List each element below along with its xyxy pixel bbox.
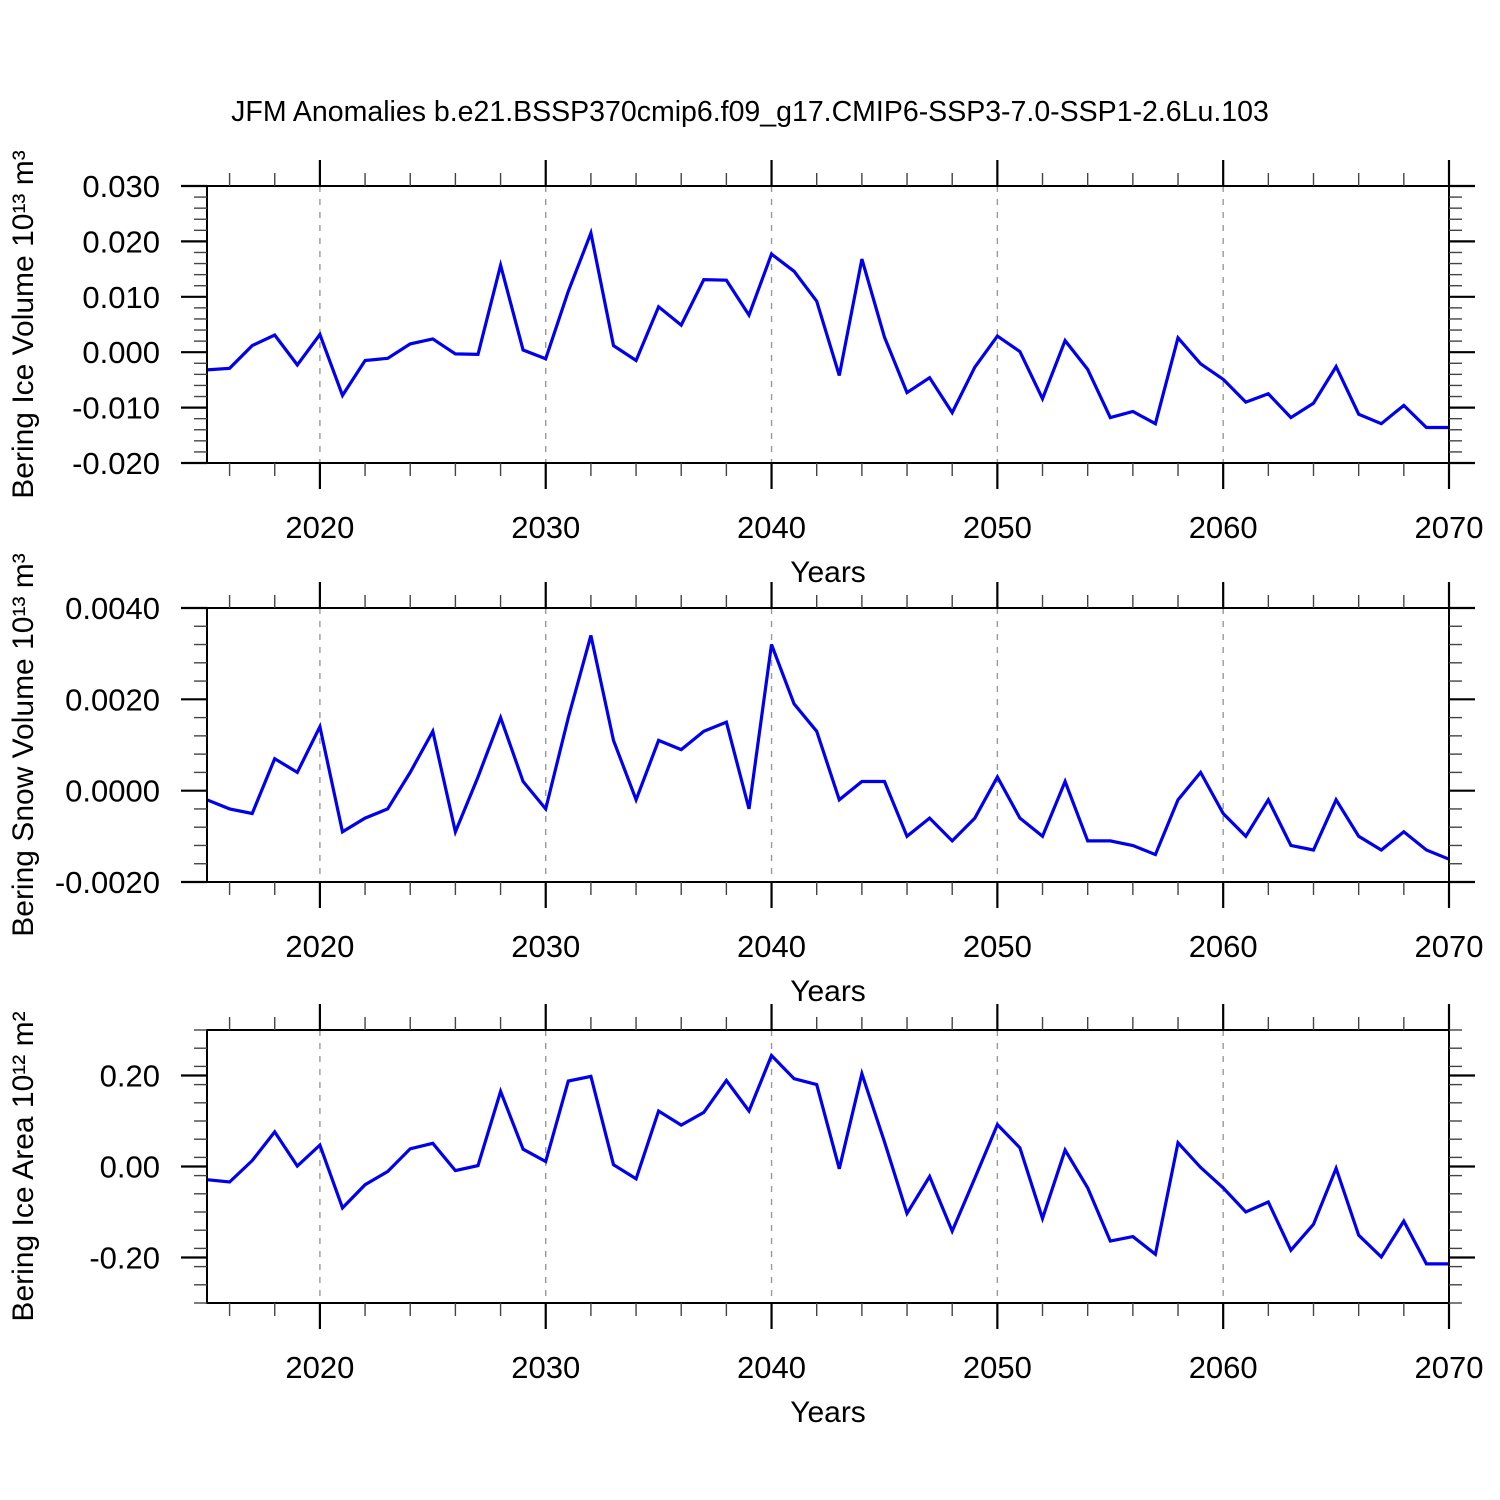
y-axis-title: Bering Snow Volume 10¹³ m³ <box>7 553 40 937</box>
y-tick-label: 0.030 <box>82 169 160 204</box>
x-tick-label: 2050 <box>963 510 1032 545</box>
x-tick-label: 2020 <box>285 929 354 964</box>
chart-title: JFM Anomalies b.e21.BSSP370cmip6.f09_g17… <box>231 96 1269 128</box>
y-tick-label: 0.020 <box>82 224 160 259</box>
x-tick-label: 2060 <box>1189 929 1258 964</box>
x-tick-label: 2060 <box>1189 1350 1258 1385</box>
x-tick-label: 2050 <box>963 929 1032 964</box>
x-tick-label: 2030 <box>511 510 580 545</box>
y-tick-label: -0.020 <box>72 446 160 481</box>
panel-bering-ice-volume: 2020 2030 2040 2050 2060 2070 0.030 0.020 0.010 0… <box>7 150 1483 589</box>
y-axis-title: Bering Ice Area 10¹² m² <box>7 1011 40 1321</box>
x-tick-label: 2040 <box>737 929 806 964</box>
y-tick-label: 0.0000 <box>65 774 160 809</box>
y-tick-label: 0.00 <box>100 1150 160 1185</box>
y-tick-label: -0.20 <box>89 1241 160 1276</box>
x-axis-title: Years <box>790 556 866 589</box>
x-tick-label: 2050 <box>963 1350 1032 1385</box>
y-tick-label: 0.000 <box>82 335 160 370</box>
bering-ice-volume-line <box>206 227 1449 430</box>
panel-bering-ice-area: 2020 2030 2040 2050 2060 2070 0.20 0.00 -0.20 Yea… <box>7 1004 1483 1429</box>
x-tick-label: 2040 <box>737 1350 806 1385</box>
x-tick-label: 2070 <box>1415 1350 1484 1385</box>
y-tick-label: -0.010 <box>72 391 160 426</box>
bering-snow-volume-line <box>206 634 1450 861</box>
plot-frame <box>206 185 1450 464</box>
x-tick-label: 2030 <box>511 929 580 964</box>
x-axis-title: Years <box>790 975 866 1008</box>
y-tick-label: 0.0040 <box>65 591 160 626</box>
panel-bering-snow-volume: 2020 2030 2040 2050 2060 2070 0.0040 0.0020 0.00… <box>7 553 1483 1008</box>
x-tick-label: 2030 <box>511 1350 580 1385</box>
x-tick-label: 2040 <box>737 510 806 545</box>
x-tick-label: 2020 <box>285 1350 354 1385</box>
x-tick-label: 2060 <box>1189 510 1258 545</box>
y-tick-label: 0.0020 <box>65 682 160 717</box>
x-tick-label: 2070 <box>1415 929 1484 964</box>
plot-frame <box>206 607 1450 883</box>
x-tick-label: 2070 <box>1415 510 1484 545</box>
y-axis-title: Bering Ice Volume 10¹³ m³ <box>7 150 40 498</box>
x-axis-title: Years <box>790 1396 866 1429</box>
y-tick-label: 0.20 <box>100 1059 160 1094</box>
y-tick-label: 0.010 <box>82 280 160 315</box>
bering-ice-area-line <box>206 1052 1449 1266</box>
x-tick-label: 2020 <box>285 510 354 545</box>
y-tick-label: -0.0020 <box>55 865 160 900</box>
